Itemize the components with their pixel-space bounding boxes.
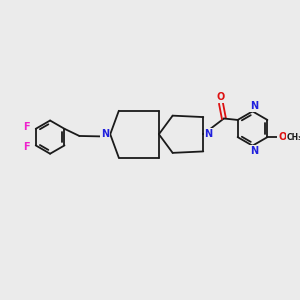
Text: O: O [217,92,225,102]
Text: N: N [250,101,258,111]
Text: F: F [23,122,30,132]
Text: N: N [101,129,109,139]
Text: O: O [278,132,286,142]
Text: N: N [250,146,258,156]
Text: N: N [204,129,212,139]
Text: F: F [23,142,30,152]
Text: CH₃: CH₃ [287,133,300,142]
